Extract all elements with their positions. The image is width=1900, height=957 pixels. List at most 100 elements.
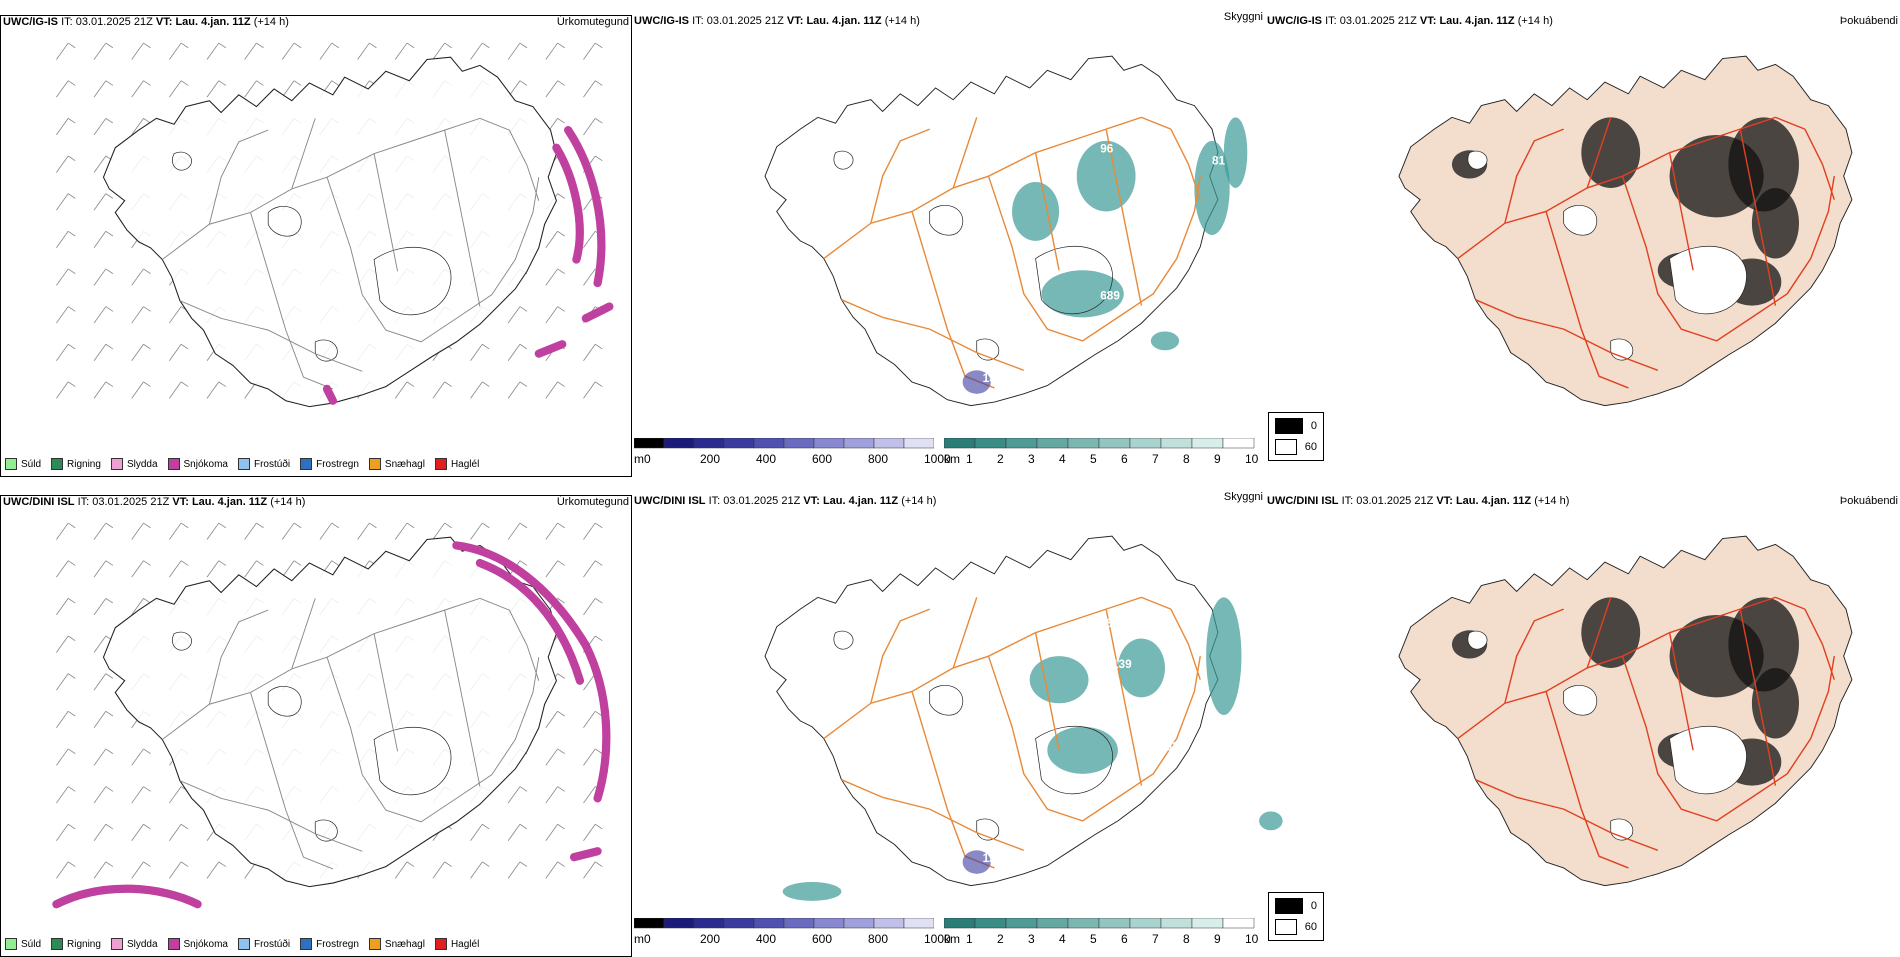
wind-barb bbox=[583, 748, 603, 766]
fog-legend-swatch bbox=[1275, 898, 1303, 914]
wind-barb bbox=[583, 560, 603, 578]
fog-legend-label: 60 bbox=[1304, 441, 1317, 453]
wind-barb bbox=[169, 80, 189, 98]
wind-barb bbox=[56, 118, 76, 136]
wind-barb bbox=[56, 193, 76, 211]
wind-barb bbox=[206, 861, 227, 879]
vt-label: VT: bbox=[172, 496, 189, 508]
low-visibility-area bbox=[782, 882, 842, 901]
ceiling-tick-label: 0 bbox=[644, 452, 651, 466]
wind-barb bbox=[545, 306, 565, 324]
visibility-tick-label: 7 bbox=[1152, 452, 1159, 466]
legend-swatch bbox=[51, 938, 64, 950]
it-value: 03.01.2025 21Z bbox=[706, 15, 784, 27]
fog-legend-swatch bbox=[1275, 919, 1297, 935]
panel-header: UWC/DINI ISL IT: 03.01.2025 21Z VT: Lau.… bbox=[634, 495, 936, 507]
wind-barb bbox=[583, 381, 603, 399]
panel-header: UWC/DINI ISL IT: 03.01.2025 21Z VT: Lau.… bbox=[3, 496, 305, 508]
wind-barb bbox=[206, 381, 227, 399]
visibility-color-step bbox=[1098, 438, 1131, 449]
legend-label: Snæhagl bbox=[384, 938, 425, 950]
wind-barb bbox=[583, 343, 603, 361]
wind-barb bbox=[244, 42, 264, 60]
low-visibility-area bbox=[1047, 726, 1118, 774]
legend-label: Haglél bbox=[450, 458, 480, 470]
visibility-color-step bbox=[1222, 918, 1255, 929]
visibility-tick-label: 3 bbox=[1028, 452, 1035, 466]
wind-barb bbox=[244, 560, 264, 578]
wind-barb bbox=[93, 786, 114, 804]
fog-index-legend: 0 60 bbox=[1268, 892, 1324, 941]
map-canvas: 82 139 652 126 bbox=[764, 535, 1283, 901]
model-name: UWC/IG-IS bbox=[634, 15, 689, 27]
visibility-value-label: 689 bbox=[1100, 290, 1120, 303]
wind-barb bbox=[131, 268, 151, 286]
ceiling-color-step bbox=[693, 918, 725, 929]
fog-legend-row: 0 bbox=[1275, 418, 1317, 434]
visibility-color-step bbox=[1160, 918, 1193, 929]
fog-legend-swatch bbox=[1275, 418, 1303, 434]
wind-barb bbox=[432, 861, 452, 879]
legend-swatch bbox=[5, 458, 17, 470]
legend-item: Frostregn bbox=[300, 458, 359, 470]
wind-barb bbox=[56, 710, 76, 729]
visibility-tick-label: 5 bbox=[1090, 932, 1097, 946]
snowfall-band bbox=[322, 384, 338, 405]
wind-barb bbox=[206, 80, 227, 98]
wind-barb bbox=[56, 306, 76, 324]
low-visibility-area bbox=[1223, 117, 1248, 188]
wind-barb bbox=[583, 861, 603, 879]
visibility-color-step bbox=[1160, 438, 1193, 449]
snowfall-band bbox=[552, 143, 584, 264]
it-value: 03.01.2025 21Z bbox=[92, 496, 170, 508]
visibility-color-step bbox=[1129, 438, 1162, 449]
visibility-tick-label: 8 bbox=[1183, 932, 1190, 946]
panel-title: Skyggni bbox=[1223, 491, 1263, 503]
wind-barb bbox=[131, 522, 151, 540]
ceiling-color-step bbox=[723, 438, 755, 449]
legend-swatch bbox=[110, 938, 123, 950]
legend-label: Rigning bbox=[67, 938, 101, 950]
legend-item: Snjókoma bbox=[167, 938, 228, 950]
wind-barb bbox=[206, 522, 227, 540]
legend-swatch bbox=[434, 938, 447, 950]
legend-swatch bbox=[167, 458, 180, 470]
snowfall-band bbox=[475, 558, 585, 685]
legend-swatch bbox=[368, 938, 381, 950]
low-visibility-area bbox=[1194, 140, 1230, 235]
wind-barb bbox=[432, 522, 452, 540]
wind-barb bbox=[394, 522, 415, 540]
visibility-unit: km bbox=[944, 932, 960, 946]
it-value: 03.01.2025 21Z bbox=[1356, 495, 1434, 507]
snowfall-band bbox=[534, 340, 567, 358]
ceiling-color-step bbox=[873, 438, 905, 449]
vt-label: VT: bbox=[1419, 15, 1437, 27]
wind-barb bbox=[545, 823, 565, 841]
lead-time: (+14 h) bbox=[884, 15, 920, 27]
visibility-color-step bbox=[1005, 918, 1038, 929]
legend-item: Snæhagl bbox=[368, 458, 425, 470]
lead-time: (+14 h) bbox=[901, 495, 937, 507]
visibility-color-step bbox=[1129, 918, 1162, 929]
snowfall-band bbox=[569, 847, 602, 862]
wind-barb bbox=[206, 42, 227, 60]
ceiling-color-step bbox=[783, 438, 815, 449]
low-visibility-area bbox=[1150, 331, 1180, 351]
wind-barb bbox=[131, 80, 151, 98]
ceiling-tick-label: 1000 bbox=[924, 932, 951, 946]
fog-legend-label: 0 bbox=[1310, 900, 1317, 912]
visibility-color-step bbox=[974, 438, 1007, 449]
wind-barb bbox=[507, 861, 528, 879]
panel-title: Þokuábendi bbox=[1839, 495, 1898, 507]
wind-barb bbox=[93, 673, 114, 691]
wind-barb bbox=[281, 80, 302, 98]
legend-item: Frostúði bbox=[237, 458, 290, 470]
land-outline bbox=[102, 536, 557, 888]
wind-barb bbox=[545, 230, 565, 249]
fog-legend-swatch bbox=[1275, 439, 1297, 455]
legend-item: Slydda bbox=[110, 458, 158, 470]
wind-barb bbox=[56, 748, 76, 766]
ceiling-tick-label: 600 bbox=[812, 932, 833, 946]
wind-barb bbox=[394, 861, 415, 879]
ceiling-tick-label: 200 bbox=[700, 452, 721, 466]
